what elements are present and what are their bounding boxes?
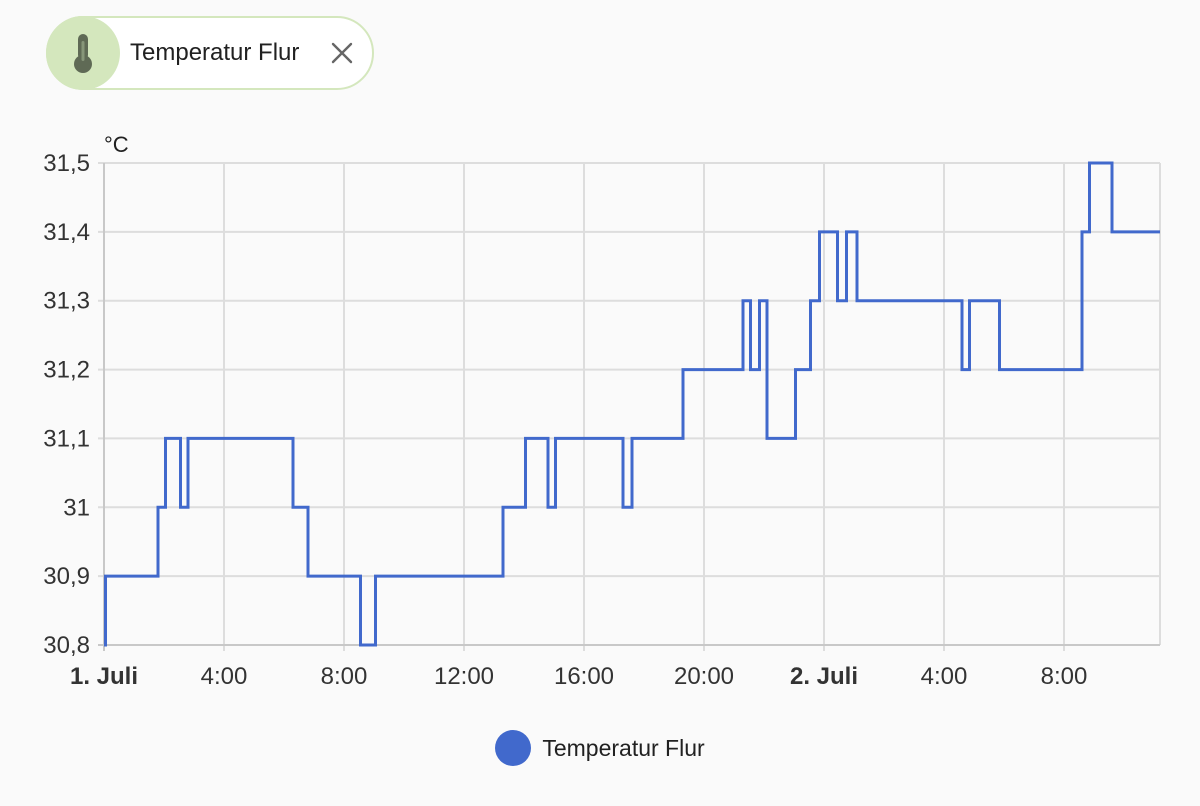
x-tick-label: 20:00 [674, 663, 734, 690]
series-line [104, 161, 1160, 647]
close-icon[interactable] [322, 33, 362, 73]
y-tick-label: 30,9 [43, 563, 90, 590]
y-tick-label: 31,5 [43, 150, 90, 177]
x-tick-label: 16:00 [554, 663, 614, 690]
entity-chip-label: Temperatur Flur [130, 39, 300, 66]
x-tick-label: 8:00 [321, 663, 368, 690]
y-tick-label: 30,8 [43, 632, 90, 659]
thermometer-icon [46, 16, 120, 90]
y-axis-unit-label: °C [104, 132, 129, 157]
y-tick-label: 31,1 [43, 425, 90, 452]
x-tick-label: 2. Juli [790, 663, 858, 690]
legend-label[interactable]: Temperatur Flur [542, 734, 705, 761]
chart-grid [98, 162, 1161, 651]
history-chart: 30,8 30,9 31 31,1 31,2 31,3 31,4 31,5 1. Juli 4:0… [43, 132, 1161, 690]
x-tick-label: 4:00 [921, 663, 968, 690]
y-tick-label: 31,3 [43, 288, 90, 315]
chart-legend[interactable]: Temperatur Flur [0, 728, 1200, 768]
y-tick-label: 31,4 [43, 219, 90, 246]
x-tick-label: 12:00 [434, 663, 494, 690]
legend-color-dot[interactable] [495, 730, 532, 766]
x-tick-label: 4:00 [201, 663, 248, 690]
x-tick-label: 8:00 [1041, 663, 1088, 690]
entity-chip[interactable]: Temperatur Flur [46, 16, 374, 90]
chart-axes: 30,8 30,9 31 31,1 31,2 31,3 31,4 31,5 1. Juli 4:0… [43, 150, 1160, 690]
x-tick-label: 1. Juli [70, 663, 138, 690]
y-tick-label: 31 [63, 494, 90, 521]
chart-series [104, 161, 1160, 647]
y-tick-label: 31,2 [43, 357, 90, 384]
